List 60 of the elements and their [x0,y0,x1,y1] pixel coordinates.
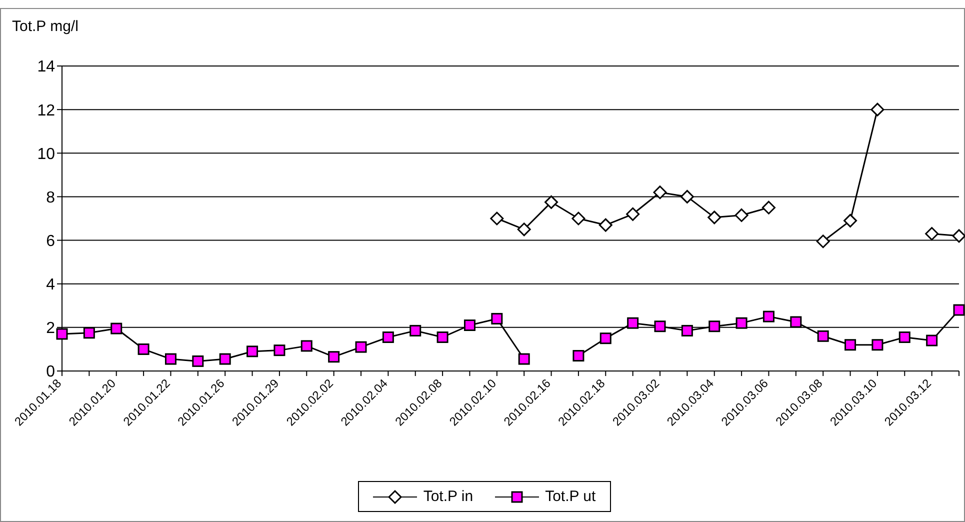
point [572,212,586,226]
point [654,320,666,332]
point [382,331,394,343]
point [274,344,286,356]
y-tick-label: 14 [37,58,56,76]
point [518,353,530,365]
point [680,190,694,204]
point [192,355,204,367]
point [653,186,667,200]
point [164,353,176,365]
point [436,331,448,343]
legend-label: Tot.P ut [544,488,596,505]
point [681,324,693,336]
point [952,229,965,243]
y-axis-title: Tot.P mg/l [12,18,78,35]
point [817,330,829,342]
point [300,340,312,352]
point [572,350,584,362]
point [870,102,884,116]
point [464,320,476,331]
point [898,331,910,343]
y-tick-label: 4 [46,276,56,294]
point [708,210,722,224]
y-tick-label: 2 [46,320,56,338]
point [708,320,720,332]
point [410,324,422,336]
point [762,310,774,322]
point [926,334,938,346]
point [844,214,858,228]
point [246,346,258,358]
point [491,312,503,324]
point [517,222,531,236]
point [790,316,802,328]
y-tick-label: 12 [37,102,56,120]
point [328,351,340,363]
point [56,328,68,340]
point [627,317,639,329]
point [844,339,856,351]
point [544,195,558,209]
point [355,341,367,353]
y-tick-label: 6 [46,232,56,250]
point [600,332,612,344]
legend-label: Tot.P in [422,488,474,505]
point [83,327,95,339]
y-tick-label: 10 [37,146,56,163]
point [110,322,122,334]
point [762,200,776,214]
point [925,227,939,240]
point [626,207,640,221]
point [816,234,830,248]
point [138,343,150,355]
y-tick-label: 8 [46,189,56,206]
point [736,317,748,329]
point [490,212,504,226]
point [872,339,884,351]
point [598,218,612,232]
y-tick-label: 0 [46,364,56,381]
point [219,353,231,365]
point [953,304,965,316]
point [734,208,748,222]
